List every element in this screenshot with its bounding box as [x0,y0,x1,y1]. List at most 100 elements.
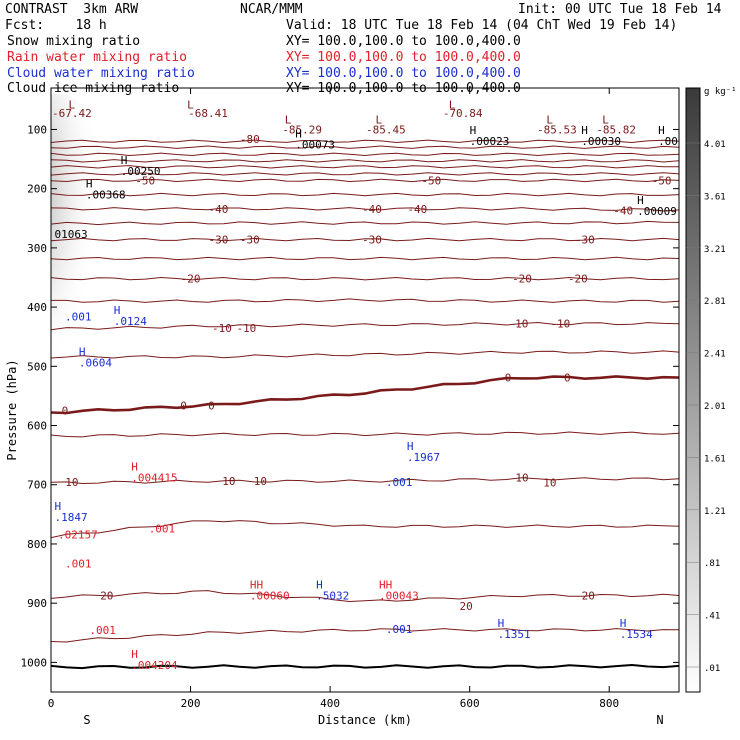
extremum-marker: H [131,461,138,474]
field-snow-xy: XY= 100.0,100.0 to 100.0,400.0 [286,34,521,49]
isotherm-label: -10 [550,318,570,331]
extremum-value: .00030 [581,135,621,148]
x-tick-label: 800 [599,697,619,710]
y-tick-label: 200 [27,183,47,196]
extremum-value: .1967 [407,451,440,464]
isotherm-label: -10 [509,318,529,331]
isotherm-label: 0 [505,372,512,385]
colorbar-ramp [685,87,701,693]
isotherm-label: -68.41 [188,107,228,120]
extremum-value: .001 [89,624,116,637]
colorbar-tick-label: .41 [704,612,720,622]
isotherm-label: 20 [582,589,595,602]
valid-time: Valid: 18 UTC Tue 18 Feb 14 (04 ChT Wed … [286,18,678,33]
y-tick-label: 300 [27,242,47,255]
extremum-marker: L [375,114,382,127]
model-title: CONTRAST 3km ARW [5,2,139,17]
extremum-value: .5032 [316,589,349,602]
extremum-value: .00023 [470,135,510,148]
extremum-marker: L [68,99,75,112]
extremum-marker: H [658,124,665,137]
isotherm-line [51,256,679,261]
isotherm-label: 0 [208,399,215,412]
y-tick-label: 100 [27,123,47,136]
isotherm-line [51,192,679,197]
extremum-value: .001 [65,311,92,324]
extremum-value: .0124 [114,315,147,328]
isotherm-label: -40 [362,203,382,216]
extremum-marker: H [316,578,323,591]
isotherm-line [51,165,679,169]
x-tick-label: 400 [320,697,340,710]
isotherm-line [51,145,679,149]
colorbar-tick-label: 1.21 [704,507,726,517]
extremum-value: .001 [65,558,92,571]
extremum-marker: HH [250,578,263,591]
isotherm-label: 0 [62,405,69,418]
extremum-value: .004415 [131,472,177,485]
extremum-marker: H [295,128,302,141]
y-tick-label: 800 [27,538,47,551]
extremum-marker: H [131,648,138,661]
y-tick-label: 700 [27,479,47,492]
field-rain-xy: XY= 100.0,100.0 to 100.0,400.0 [286,50,521,65]
isotherm-line [51,628,679,643]
extremum-marker: HH [379,578,392,591]
extremum-marker: H [498,617,505,630]
isotherm-label: -50 [652,174,672,187]
extremum-marker: H [581,124,588,137]
extremum-value: .00043 [379,589,419,602]
y-tick-label: 1000 [21,656,48,669]
extremum-value: .02157 [58,529,98,542]
field-rain-name: Rain water mixing ratio [7,50,188,65]
forecast-hour: Fcst: 18 h [5,18,107,33]
extremum-marker: L [602,114,609,127]
colorbar-tick-label: .01 [704,664,720,674]
isotherm-label: 10 [543,476,556,489]
extremum-marker: H [54,500,61,513]
y-axis-title: Pressure (hPa) [5,359,19,460]
isotherm-label: 20 [460,600,473,613]
y-tick-label: 500 [27,360,47,373]
isotherm-line [51,350,679,359]
init-time: Init: 00 UTC Tue 18 Feb 14 [518,2,722,17]
field-snow-name: Snow mixing ratio [7,34,141,49]
cloud-ice-shading [51,93,121,367]
colorbar-tick-label: 2.41 [704,350,726,360]
isotherm-line [51,375,679,415]
isotherm-label: -10 [212,322,232,335]
isotherm-line [51,159,679,163]
isotherm-line [51,237,679,242]
field-cloudwater-xy: XY= 100.0,100.0 to 100.0,400.0 [286,66,521,81]
extremum-value: .001 [386,623,413,636]
extremum-marker: H [470,124,477,137]
colorbar-tick-label: 4.01 [704,140,726,150]
isotherm-label: 10 [65,476,78,489]
extremum-value: .1534 [620,628,653,641]
extremum-value: .001 [386,476,413,489]
extremum-value: .00009 [637,205,677,218]
x-tick-label: 200 [181,697,201,710]
extremum-value: .00250 [121,165,161,178]
extremum-marker: L [285,114,292,127]
colorbar-tick-label: 2.81 [704,297,726,307]
isotherm-line [51,220,679,226]
colorbar-tick-label: 3.61 [704,192,726,202]
isotherm-label: -50 [135,174,155,187]
isotherm-label: 0 [564,372,571,385]
isotherm-label: 0 [180,399,187,412]
isotherm-label: -30 [240,234,260,247]
isotherm-label: 20 [100,589,113,602]
isotherm-label: -30 [209,234,229,247]
extremum-value: .0004 [658,135,691,148]
isotherm-line [51,477,679,485]
extremum-marker: H [407,440,414,453]
isotherm-label: -20 [568,273,588,286]
isotherm-line [51,520,679,539]
isotherm-label: -10 [236,322,256,335]
isotherm-label: -85.29 [282,123,322,136]
colorbar-tick-label: 3.21 [704,245,726,255]
extremum-marker: L [187,99,194,112]
isotherm-line [51,139,679,144]
